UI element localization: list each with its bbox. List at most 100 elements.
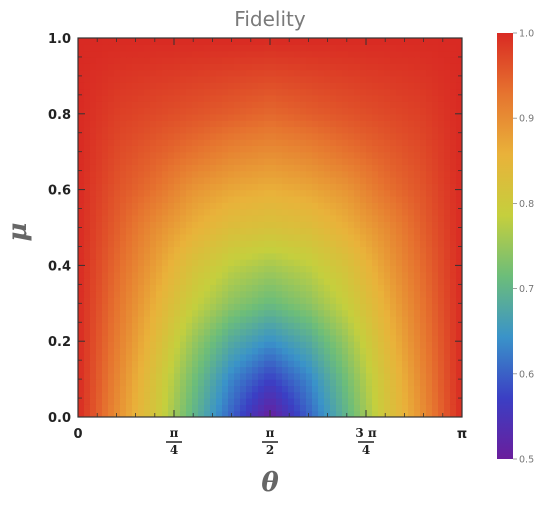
heatmap-cell [294,334,301,342]
heatmap-cell [372,366,379,374]
heatmap-cell [390,240,397,248]
heatmap-cell [336,252,343,260]
heatmap-cell [186,50,193,58]
heatmap-cell [354,391,361,399]
heatmap-cell [120,252,127,260]
heatmap-cell [384,391,391,399]
heatmap-cell [288,69,295,77]
heatmap-cell [384,189,391,197]
heatmap-cell [294,309,301,317]
heatmap-cell [204,88,211,96]
heatmap-cell [84,145,91,153]
heatmap-cell [354,227,361,235]
heatmap-cell [168,75,175,83]
heatmap-cell [414,315,421,323]
heatmap-cell [414,189,421,197]
heatmap-cell [234,271,241,279]
heatmap-cell [318,353,325,361]
heatmap-cell [348,50,355,58]
heatmap-cell [396,290,403,298]
heatmap-cell [252,120,259,128]
heatmap-cell [234,50,241,58]
heatmap-cell [138,290,145,298]
heatmap-cell [258,309,265,317]
heatmap-cell [408,284,415,292]
heatmap-cell [252,107,259,115]
heatmap-cell [402,132,409,140]
heatmap-cell [300,227,307,235]
heatmap-cell [372,334,379,342]
heatmap-cell [90,120,97,128]
heatmap-cell [90,126,97,134]
heatmap-cell [294,101,301,109]
heatmap-cell [198,410,205,417]
heatmap-cell [78,94,85,102]
heatmap-cell [174,360,181,368]
heatmap-cell [306,391,313,399]
heatmap-cell [174,334,181,342]
heatmap-cell [144,315,151,323]
heatmap-cell [390,334,397,342]
heatmap-cell [426,50,433,58]
heatmap-cell [300,284,307,292]
heatmap-cell [108,271,115,279]
heatmap-cell [138,271,145,279]
heatmap-cell [282,126,289,134]
heatmap-cell [96,126,103,134]
heatmap-cell [372,398,379,405]
heatmap-cell [372,309,379,317]
heatmap-cell [228,240,235,248]
heatmap-cell [444,309,451,317]
heatmap-cell [198,265,205,273]
heatmap-cell [192,183,199,191]
heatmap-cell [264,113,271,121]
heatmap-cell [168,246,175,254]
heatmap-cell [276,347,283,355]
heatmap-cell [240,183,247,191]
heatmap-cell [240,170,247,178]
heatmap-cell [378,372,385,380]
heatmap-cell [150,334,157,342]
heatmap-cell [246,366,253,374]
heatmap-cell [330,214,337,222]
heatmap-cell [174,385,181,393]
heatmap-cell [138,322,145,330]
heatmap-cell [138,63,145,71]
heatmap-cell [120,195,127,203]
heatmap-cell [174,366,181,374]
heatmap-cell [222,227,229,235]
heatmap-cell [396,372,403,380]
heatmap-cell [192,221,199,229]
heatmap-cell [252,170,259,178]
heatmap-cell [450,56,457,64]
heatmap-cell [282,221,289,229]
heatmap-cell [102,366,109,374]
heatmap-cell [342,240,349,248]
heatmap-cell [186,208,193,216]
heatmap-cell [402,246,409,254]
heatmap-cell [330,176,337,184]
heatmap-cell [240,63,247,71]
heatmap-cell [264,259,271,266]
heatmap-cell [276,391,283,399]
heatmap-cell [426,328,433,336]
heatmap-cell [288,189,295,197]
heatmap-cell [408,221,415,229]
heatmap-cell [264,151,271,159]
heatmap-cell [198,56,205,64]
heatmap-cell [180,221,187,229]
heatmap-cell [132,189,139,197]
heatmap-cell [288,398,295,405]
heatmap-cell [240,284,247,292]
heatmap-cell [336,113,343,121]
heatmap-cell [78,278,85,285]
heatmap-cell [318,214,325,222]
heatmap-cell [264,139,271,146]
heatmap-cell [102,189,109,197]
heatmap-cell [408,195,415,203]
heatmap-cell [426,360,433,368]
heatmap-cell [336,221,343,229]
heatmap-cell [318,360,325,368]
heatmap-cell [252,385,259,393]
heatmap-cell [378,303,385,311]
